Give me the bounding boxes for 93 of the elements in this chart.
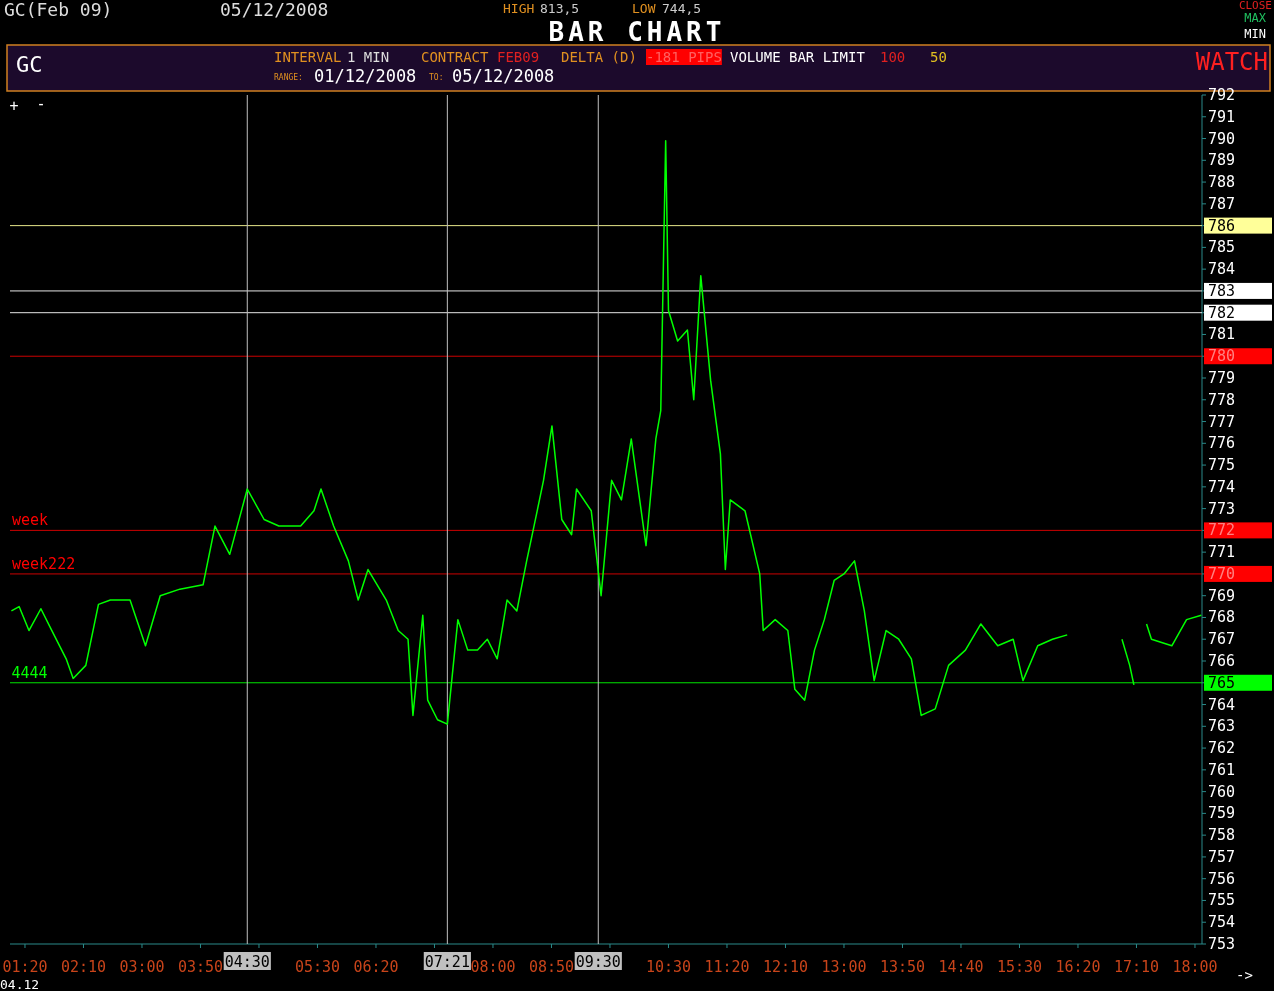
y-tick-label: 774	[1208, 477, 1236, 496]
text: 813,5	[540, 1, 580, 16]
y-tick-label: 757	[1208, 847, 1236, 866]
y-tick-label: 754	[1208, 913, 1236, 932]
chart-title: BAR CHART	[548, 17, 726, 47]
ref-line-label: week222	[12, 554, 76, 573]
y-tick-label: 776	[1208, 434, 1236, 453]
text: FEB09	[497, 49, 540, 65]
text: VOLUME BAR LIMIT	[730, 49, 866, 65]
x-tick-label: 16:20	[1055, 958, 1101, 976]
y-tick-label: 792	[1208, 86, 1236, 104]
text: DELTA (D)	[561, 49, 637, 65]
x-tick-label: 02:10	[60, 958, 107, 976]
text: MAX	[1244, 11, 1267, 25]
y-tick-label: 784	[1208, 260, 1236, 279]
y-tick-label: 759	[1208, 804, 1236, 823]
y-tick-label: 783	[1208, 281, 1236, 300]
x-tick-label: 18:00	[1172, 958, 1218, 976]
y-tick-label: 785	[1208, 238, 1236, 257]
text: GC(Feb 09)	[4, 0, 113, 20]
ref-line-label: 09:30	[575, 953, 621, 971]
y-tick-label: 762	[1208, 739, 1236, 758]
text: RANGE:	[274, 73, 303, 82]
x-tick-label: 17:10	[1113, 958, 1160, 976]
text: MIN	[1244, 27, 1266, 41]
text: 744,5	[662, 1, 702, 16]
annotation: +	[9, 97, 19, 115]
text: TO:	[429, 73, 444, 82]
y-tick-label: 761	[1208, 760, 1236, 779]
annotation: 4444	[11, 663, 48, 682]
y-tick-label: 771	[1208, 543, 1236, 562]
y-tick-label: 782	[1208, 303, 1236, 322]
x-tick-label: 03:50	[177, 958, 224, 976]
x-tick-label: 11:20	[704, 958, 750, 976]
y-tick-label: 772	[1208, 521, 1236, 540]
ref-line-label: 04:30	[224, 953, 270, 971]
x-tick-label: 06:20	[353, 958, 399, 976]
y-tick-label: 760	[1208, 782, 1236, 801]
y-tick-label: 767	[1208, 630, 1236, 649]
text: 04.12	[0, 977, 40, 991]
text: GC	[16, 52, 43, 77]
y-tick-label: 775	[1208, 456, 1236, 475]
text: 01/12/2008	[314, 66, 417, 86]
text: ->	[1236, 967, 1253, 983]
y-tick-label: 791	[1208, 107, 1236, 126]
x-tick-label: 08:50	[528, 958, 575, 976]
x-tick-label: 13:00	[821, 958, 867, 976]
text: HIGH	[503, 1, 535, 16]
y-tick-label: 758	[1208, 826, 1236, 845]
y-tick-label: 766	[1208, 652, 1236, 670]
y-tick-label: 755	[1208, 891, 1236, 910]
x-tick-label: 08:00	[470, 958, 516, 976]
y-tick-label: 787	[1208, 194, 1236, 213]
text: WATCH	[1195, 48, 1268, 76]
y-tick-label: 777	[1208, 412, 1236, 431]
annotation: -	[36, 95, 46, 113]
x-tick-label: 03:00	[119, 958, 165, 976]
x-tick-label: 15:30	[996, 958, 1043, 976]
y-tick-label: 779	[1208, 369, 1236, 387]
y-tick-label: 764	[1208, 695, 1236, 714]
text: INTERVAL	[274, 49, 342, 65]
x-tick-label: 14:40	[938, 958, 984, 976]
y-tick-label: 780	[1208, 347, 1236, 366]
x-tick-label: 13:50	[879, 958, 926, 976]
y-tick-label: 789	[1208, 151, 1236, 170]
y-tick-label: 763	[1208, 717, 1236, 736]
y-tick-label: 765	[1208, 673, 1236, 692]
text: 100	[880, 49, 906, 65]
y-tick-label: 778	[1208, 390, 1236, 409]
ref-line-label: 07:21	[424, 953, 470, 971]
text: CLOSE	[1238, 0, 1272, 12]
text: LOW	[632, 1, 656, 16]
text: 05/12/2008	[452, 66, 555, 86]
y-tick-label: 790	[1208, 129, 1236, 148]
y-tick-label: 753	[1208, 935, 1236, 953]
y-tick-label: 770	[1208, 564, 1236, 583]
y-tick-label: 768	[1208, 608, 1236, 627]
y-tick-label: 781	[1208, 325, 1236, 344]
y-tick-label: 786	[1208, 216, 1236, 235]
x-tick-label: 05:30	[294, 958, 341, 976]
x-tick-label: 01:20	[2, 958, 48, 976]
text: 1 MIN	[347, 49, 390, 65]
text: 50	[930, 49, 947, 65]
ref-line-label: week	[12, 511, 49, 530]
y-tick-label: 773	[1208, 499, 1236, 518]
y-tick-label: 769	[1208, 586, 1236, 605]
text: -181 PIPS	[646, 49, 722, 65]
text: CONTRACT	[421, 49, 489, 65]
y-tick-label: 788	[1208, 173, 1236, 192]
x-tick-label: 10:30	[645, 958, 692, 976]
x-tick-label: 12:10	[762, 958, 809, 976]
y-tick-label: 756	[1208, 869, 1236, 888]
text: 05/12/2008	[220, 0, 329, 20]
